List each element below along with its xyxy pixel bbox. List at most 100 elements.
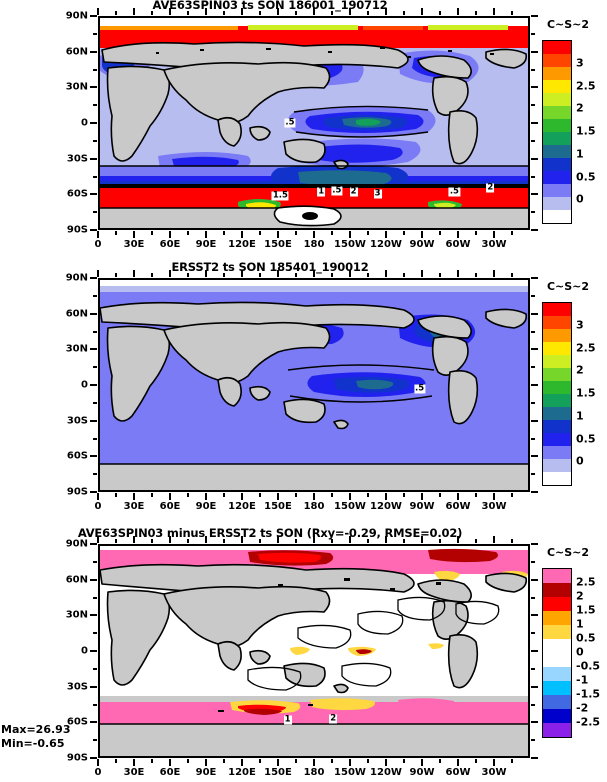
contour-label: 2 — [486, 182, 495, 193]
x-axis-tick — [241, 493, 243, 500]
x-axis-tick — [133, 759, 135, 766]
colorbar-tick-label: 2 — [576, 101, 584, 115]
x-axis-label: 60W — [445, 239, 471, 250]
x-axis-tick — [493, 493, 495, 500]
y-axis-tick — [531, 277, 538, 279]
x-axis-tick — [313, 270, 315, 277]
map-panel-2: ERSST2 ts SON 185401_190012 — [0, 260, 607, 526]
colorbar-swatch — [543, 158, 571, 171]
x-axis-minor-tick — [511, 231, 513, 235]
colorbar-tick-label: 0.5 — [576, 432, 596, 445]
y-axis-tick — [90, 455, 97, 458]
colorbar-swatch — [543, 695, 571, 709]
colorbar-swatch — [543, 723, 571, 737]
y-axis-minor-tick — [531, 667, 535, 670]
y-axis-tick — [90, 384, 97, 386]
colorbar-tick-label: -1 — [576, 673, 589, 687]
y-axis-minor-tick — [531, 32, 535, 35]
x-axis-tick — [205, 536, 207, 543]
colorbar-tick-label: -0.5 — [576, 659, 601, 673]
x-axis-tick — [313, 536, 315, 543]
x-axis-label: 0 — [94, 239, 102, 250]
panel-1-colorbar-title: C~S~2 — [546, 18, 590, 31]
x-axis-minor-tick — [475, 231, 477, 235]
x-axis-minor-tick — [403, 273, 405, 277]
x-axis-minor-tick — [403, 231, 405, 235]
contour-label: 1 — [317, 186, 326, 197]
x-axis-minor-tick — [187, 493, 189, 497]
x-axis-tick — [493, 231, 495, 238]
x-axis-minor-tick — [223, 273, 225, 277]
x-axis-label: 180 — [303, 239, 325, 250]
y-axis-label: 30S — [66, 153, 88, 165]
x-axis-minor-tick — [367, 231, 369, 235]
colorbar-tick-label: 1 — [576, 147, 584, 161]
y-axis-minor-tick — [93, 366, 97, 369]
x-axis-tick — [349, 8, 351, 15]
y-axis-label: 0 — [81, 379, 88, 391]
x-axis-tick — [133, 493, 135, 500]
x-axis-tick — [97, 270, 99, 277]
y-axis-minor-tick — [531, 211, 535, 214]
colorbar-tick-label: -1.5 — [576, 687, 601, 701]
x-axis-minor-tick — [187, 539, 189, 543]
y-axis-minor-tick — [93, 667, 97, 670]
x-axis-minor-tick — [331, 493, 333, 497]
x-axis-tick — [493, 536, 495, 543]
x-axis-tick — [421, 8, 423, 15]
y-axis-label: 0 — [81, 645, 88, 657]
y-axis-minor-tick — [531, 68, 535, 71]
x-axis-tick — [169, 536, 171, 543]
colorbar-swatch — [543, 459, 571, 472]
x-axis-minor-tick — [151, 11, 153, 15]
panel-2-colorbar-swatches — [542, 302, 572, 486]
colorbar-swatch — [543, 67, 571, 80]
colorbar-tick-label: 0.5 — [576, 170, 596, 183]
y-axis-label: 0 — [81, 117, 88, 129]
y-axis-minor-tick — [93, 632, 97, 635]
x-axis-minor-tick — [439, 273, 441, 277]
colorbar-swatch — [543, 329, 571, 342]
panel-2-colorbar-body: 3 2.5 2 1.5 1 0.5 0 — [540, 302, 599, 488]
colorbar-tick-label: 2.5 — [576, 79, 596, 92]
x-axis-label: 60E — [159, 501, 181, 512]
x-axis-tick — [277, 759, 279, 766]
y-axis-tick — [90, 229, 97, 231]
contour-label: .5 — [448, 186, 460, 197]
x-axis-minor-tick — [331, 273, 333, 277]
x-axis-label: 120E — [228, 501, 256, 512]
y-axis-minor-tick — [531, 703, 535, 706]
x-axis-tick — [277, 493, 279, 500]
y-axis-label: 90N — [65, 538, 88, 550]
y-axis-tick — [90, 312, 97, 315]
x-axis-tick — [241, 231, 243, 238]
colorbar-swatch — [543, 472, 571, 485]
x-axis-minor-tick — [115, 539, 117, 543]
x-axis-minor-tick — [367, 539, 369, 543]
x-axis-minor-tick — [439, 11, 441, 15]
colorbar-tick-label: 0 — [576, 645, 584, 659]
x-axis-tick — [205, 8, 207, 15]
contour-label: 2 — [329, 713, 338, 724]
colorbar-swatch — [543, 420, 571, 433]
y-axis-tick — [531, 193, 538, 196]
panel-1-title: AVE63SPIN03 ts SON 186001_190712 — [152, 0, 388, 12]
x-axis-minor-tick — [151, 273, 153, 277]
contour-label: .5 — [284, 117, 296, 128]
y-axis-tick — [90, 614, 97, 617]
x-axis-label: 120E — [228, 239, 256, 250]
x-axis-tick — [349, 270, 351, 277]
y-axis-tick — [531, 455, 538, 458]
y-axis-label: 90N — [65, 272, 88, 284]
x-axis-minor-tick — [115, 231, 117, 235]
x-axis-minor-tick — [475, 273, 477, 277]
colorbar-tick-label: 1 — [576, 409, 584, 423]
y-axis-tick — [90, 685, 97, 688]
panel-3-colorbar-swatches — [542, 568, 572, 738]
x-axis-tick — [349, 759, 351, 766]
y-axis-tick — [90, 419, 97, 422]
colorbar-swatch — [543, 681, 571, 695]
x-axis-minor-tick — [403, 493, 405, 497]
panel-3-colorbar: C~S~2 2.5 2 1.5 1 0.5 0 -0.5 -1 -1.5 -2 -2.5 — [540, 546, 601, 740]
panel-1-colorbar-body: 3 2.5 2 1.5 1 0.5 0 — [540, 40, 599, 226]
